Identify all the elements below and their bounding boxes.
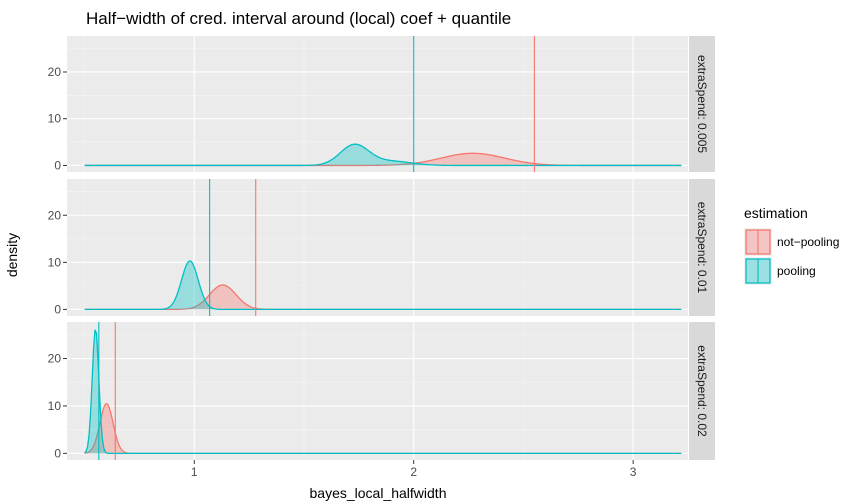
facet-strip-label: extraSpend: 0.01	[695, 202, 709, 294]
facet-strip	[689, 322, 715, 460]
facet-panel: 0 10 20 extraSpend: 0.02 1 2 3	[48, 322, 715, 479]
legend: estimation not−pooling pooling	[744, 205, 839, 285]
facet-strip	[689, 179, 715, 316]
facet-panel: 0 10 20 extraSpend: 0.01	[48, 179, 715, 316]
x-tick-label: 1	[191, 465, 198, 479]
x-axis-title: bayes_local_halfwidth	[310, 485, 447, 501]
y-tick-label: 0	[54, 302, 61, 316]
legend-key	[744, 228, 772, 256]
y-tick-label: 20	[48, 352, 62, 366]
legend-title: estimation	[744, 205, 808, 221]
panel-background	[67, 322, 688, 460]
y-tick-label: 0	[54, 446, 61, 460]
panel-background	[67, 179, 688, 316]
y-tick-label: 10	[48, 399, 62, 413]
density-line	[84, 143, 682, 167]
x-tick-label: 3	[630, 465, 637, 479]
y-tick-label: 20	[48, 65, 62, 79]
legend-label: pooling	[777, 264, 816, 278]
facet-strip	[689, 36, 715, 172]
y-tick-label: 20	[48, 208, 62, 222]
density-area	[84, 284, 682, 310]
chart-title: Half−width of cred. interval around (loc…	[86, 9, 511, 28]
density-line	[84, 260, 682, 311]
x-tick-label: 2	[410, 465, 417, 479]
density-area	[84, 144, 682, 166]
y-tick-label: 10	[48, 112, 62, 126]
y-tick-label: 0	[54, 158, 61, 172]
y-axis-title: density	[4, 233, 20, 277]
panel-background	[67, 36, 688, 172]
legend-label: not−pooling	[777, 235, 839, 249]
facet-strip-label: extraSpend: 0.02	[695, 345, 709, 437]
density-line	[84, 329, 682, 455]
facet-strip-label: extraSpend: 0.005	[695, 55, 709, 153]
legend-key	[744, 257, 772, 285]
y-tick-label: 10	[48, 255, 62, 269]
facet-panel: 0 10 20 extraSpend: 0.005	[48, 36, 715, 172]
